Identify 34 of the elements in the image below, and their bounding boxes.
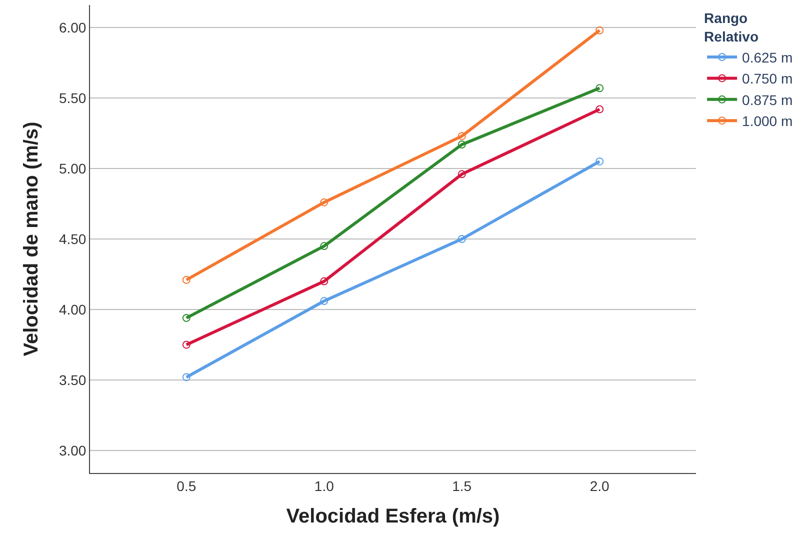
point: [182, 373, 190, 382]
y-tick-label: 4.50: [58, 230, 86, 247]
point: [320, 277, 328, 286]
point: [458, 132, 466, 140]
x-axis-title: Velocidad Esfera (m/s): [286, 505, 500, 528]
y-tick-label: 3.00: [58, 442, 86, 458]
point: [458, 170, 466, 178]
point: [320, 297, 328, 306]
point: [320, 242, 328, 250]
legend-label: 0.875 m: [742, 92, 793, 108]
x-tick-label: 1.5: [452, 478, 472, 494]
legend-label: 0.625 m: [742, 49, 793, 66]
y-tick-label: 6.00: [58, 19, 86, 36]
legend-label: 0.750 m: [742, 70, 793, 87]
x-tick-label: 1.0: [314, 478, 334, 494]
x-tick-label: 0.5: [176, 478, 196, 494]
point: [458, 140, 466, 149]
y-tick-label: 3.50: [58, 372, 86, 388]
point: [596, 84, 604, 92]
legend-title: Rango Relativo: [704, 10, 759, 44]
point: [596, 26, 604, 34]
point: [182, 340, 190, 349]
point: [458, 235, 466, 243]
x-tick-label: 2.0: [590, 478, 610, 494]
y-tick-label: 4.00: [58, 301, 86, 318]
point: [182, 276, 190, 284]
y-axis-title: Velocidad de mano (m/s): [20, 122, 42, 356]
legend-label: 1.000 m: [742, 113, 793, 130]
point: [596, 105, 604, 114]
point: [320, 198, 328, 206]
y-tick-label: 5.50: [58, 90, 86, 106]
point: [182, 314, 190, 322]
point: [596, 157, 604, 166]
y-tick-label: 5.00: [58, 160, 86, 176]
